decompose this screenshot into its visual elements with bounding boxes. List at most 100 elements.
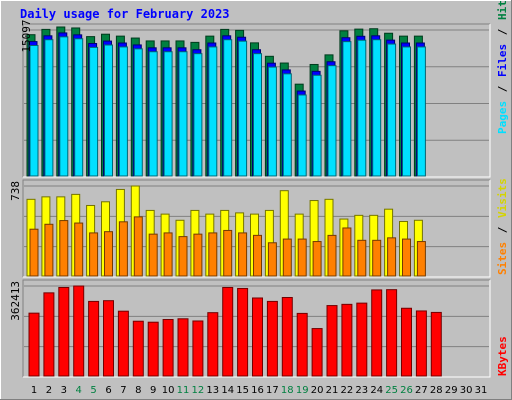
- sites-bar: [402, 238, 411, 277]
- pages-bar: [29, 44, 39, 177]
- day-label: 26: [400, 385, 413, 396]
- pages-bar: [253, 53, 262, 177]
- pages-bar: [44, 39, 54, 177]
- kbytes-bar: [162, 319, 174, 377]
- pages-bar: [208, 46, 218, 177]
- day-label: 23: [355, 385, 368, 396]
- kbytes-bar: [192, 320, 204, 377]
- kbytes-bar: [371, 289, 383, 377]
- day-label: 15: [236, 385, 249, 396]
- sites-bar: [312, 241, 322, 277]
- pages-bar: [118, 46, 128, 177]
- day-label: 21: [326, 385, 339, 396]
- day-label: 30: [460, 385, 473, 396]
- sites-bar: [387, 237, 397, 277]
- kbytes-bar: [341, 303, 353, 377]
- sites-bar: [44, 223, 54, 277]
- pages-bar: [357, 39, 367, 177]
- kbytes-bar: [132, 320, 144, 377]
- kbytes-bar: [177, 318, 189, 377]
- pages-bar: [104, 44, 113, 177]
- kbytes-bar: [43, 292, 55, 377]
- visits-ylabel: Sites / Visits: [496, 178, 509, 275]
- hits-bars: [26, 26, 426, 177]
- pages-bar: [74, 38, 84, 177]
- kbytes-bar: [401, 307, 412, 377]
- ylabel-visits: Visits: [496, 178, 509, 218]
- kbytes-bar: [88, 300, 100, 377]
- sites-bar: [297, 238, 307, 277]
- day-label: 18: [281, 385, 294, 396]
- visits-panel-bevel-light: [23, 180, 491, 278]
- kbytes-ymax-label: 362413: [9, 281, 22, 321]
- kbytes-bar: [430, 311, 442, 377]
- sites-bar: [59, 220, 69, 277]
- sites-bar: [372, 239, 382, 277]
- day-label: 1: [31, 385, 37, 396]
- kbytes-ylabel: KBytes: [496, 336, 509, 376]
- sites-bar: [357, 239, 367, 277]
- pages-bar: [416, 46, 426, 177]
- visits-bars: [26, 185, 426, 277]
- kbytes-bar: [281, 296, 293, 377]
- sites-bar: [133, 216, 143, 277]
- ylabel-sep-3: /: [496, 226, 509, 233]
- kbytes-bar: [252, 297, 263, 377]
- sites-bar: [253, 234, 262, 277]
- kbytes-bar: [326, 305, 338, 377]
- hits-ylabel: Pages / Files / Hits: [496, 0, 509, 134]
- day-label: 3: [61, 385, 67, 396]
- pages-bar: [178, 51, 188, 177]
- pages-bar: [387, 43, 397, 177]
- pages-bar: [89, 46, 99, 177]
- kbytes-panel: 362413 KBytes: [9, 279, 509, 378]
- sites-bar: [29, 228, 39, 277]
- ylabel-pages: Pages: [496, 101, 509, 134]
- ylabel-files: Files: [496, 44, 509, 77]
- kbytes-bar: [73, 285, 85, 377]
- kbytes-bar: [222, 286, 234, 377]
- sites-bar: [178, 236, 188, 277]
- pages-bar: [312, 74, 322, 177]
- kbytes-bar: [386, 289, 398, 377]
- sites-bar: [193, 233, 203, 277]
- day-label: 16: [251, 385, 264, 396]
- day-label: 28: [430, 385, 443, 396]
- day-axis-labels: 1 2 3 4 5 6 7 8 9 10 11 12 13 14 15 16 17 18 19 20 21 22 23 24 2…: [31, 385, 488, 396]
- day-label: 11: [177, 385, 190, 396]
- day-label: 9: [150, 385, 156, 396]
- ylabel-hits: Hits: [496, 0, 509, 20]
- kbytes-bar: [415, 310, 427, 377]
- kbytes-bar: [296, 312, 308, 377]
- sites-bar: [238, 232, 248, 277]
- pages-bar: [223, 39, 233, 177]
- sites-bar: [267, 242, 277, 277]
- hits-ymax-label: 15097: [20, 19, 33, 52]
- sites-bar: [74, 222, 84, 277]
- day-label: 29: [445, 385, 458, 396]
- sites-bar: [416, 241, 426, 277]
- day-label: 13: [206, 385, 219, 396]
- kbytes-bar: [103, 300, 114, 377]
- kbytes-bar: [117, 310, 129, 377]
- sites-bar: [104, 231, 113, 277]
- pages-bar: [238, 40, 248, 177]
- day-label: 24: [370, 385, 383, 396]
- sites-bar: [223, 229, 233, 277]
- kbytes-bar: [28, 312, 40, 377]
- kbytes-panel-bevel-light: [23, 280, 491, 378]
- ylabel-sites: Sites: [496, 242, 509, 275]
- sites-bar: [208, 232, 218, 277]
- kbytes-bar: [237, 287, 249, 377]
- visits-ymax-label: 738: [9, 181, 22, 201]
- hits-panel-bevel-light: [23, 24, 491, 178]
- pages-bar: [267, 66, 277, 177]
- day-label: 10: [162, 385, 175, 396]
- kbytes-bar: [58, 286, 70, 377]
- day-label: 31: [475, 385, 488, 396]
- day-label: 25: [385, 385, 398, 396]
- kbytes-bar: [147, 321, 159, 377]
- pages-bar: [402, 46, 411, 177]
- pages-bar: [372, 39, 382, 177]
